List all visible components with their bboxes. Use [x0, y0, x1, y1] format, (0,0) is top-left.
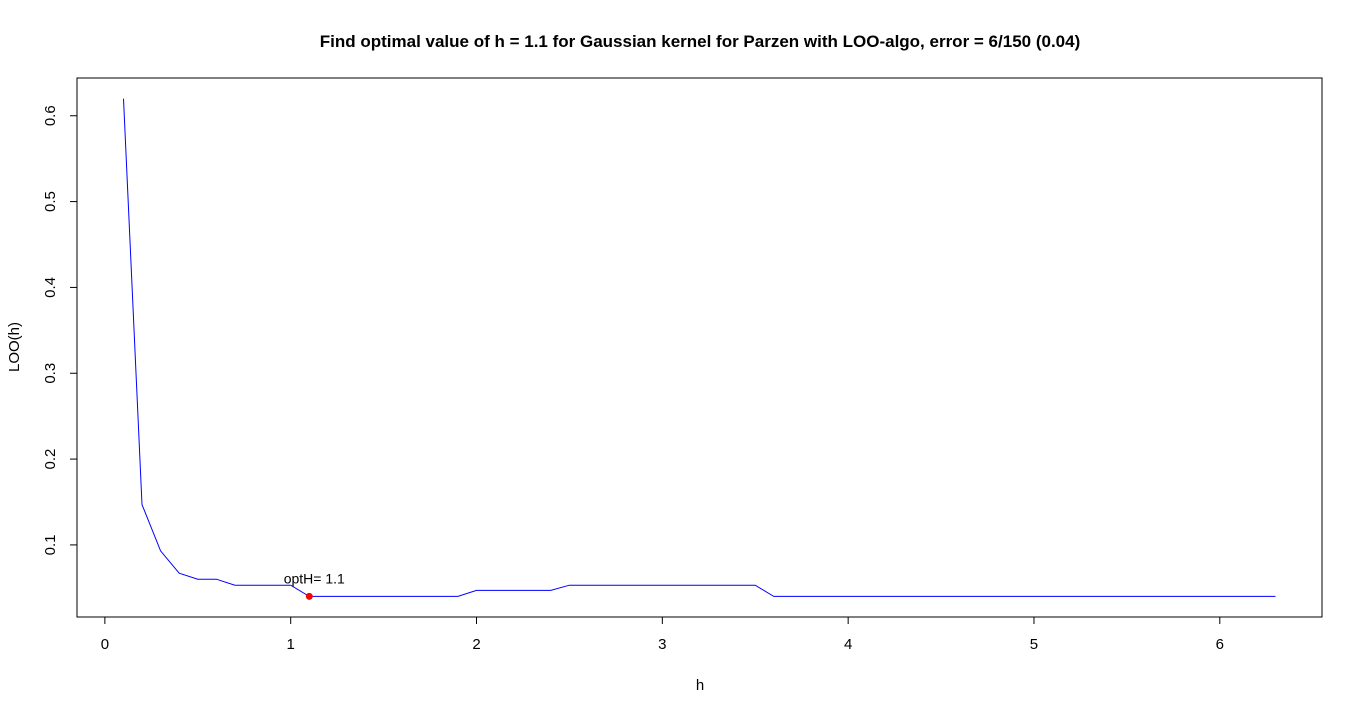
y-axis-label: LOO(h) — [6, 322, 23, 372]
annotation-group: optH= 1.1 — [284, 570, 345, 600]
optimum-label: optH= 1.1 — [284, 570, 345, 586]
y-tick-label: 0.4 — [42, 277, 59, 298]
x-tick-label: 6 — [1216, 636, 1224, 653]
x-tick-label: 4 — [844, 636, 852, 653]
x-axis-label: h — [696, 677, 704, 694]
series-group — [123, 98, 1276, 597]
y-axis: 0.1 0.2 0.3 0.4 0.5 0.6 — [42, 105, 78, 555]
x-axis: 0 1 2 3 4 5 6 — [101, 616, 1224, 653]
y-tick-label: 0.2 — [42, 449, 59, 470]
plot-frame — [76, 77, 1323, 618]
y-tick-label: 0.5 — [42, 191, 59, 212]
chart-title: Find optimal value of h = 1.1 for Gaussi… — [320, 32, 1080, 51]
x-tick-label: 1 — [287, 636, 295, 653]
y-tick-label: 0.6 — [42, 105, 59, 126]
y-tick-label: 0.3 — [42, 363, 59, 384]
optimum-point — [305, 592, 313, 600]
x-tick-label: 0 — [101, 636, 109, 653]
x-tick-label: 2 — [472, 636, 480, 653]
x-tick-label: 5 — [1030, 636, 1038, 653]
y-tick-label: 0.1 — [42, 534, 59, 555]
loo-series-line — [123, 98, 1276, 597]
x-tick-label: 3 — [658, 636, 666, 653]
